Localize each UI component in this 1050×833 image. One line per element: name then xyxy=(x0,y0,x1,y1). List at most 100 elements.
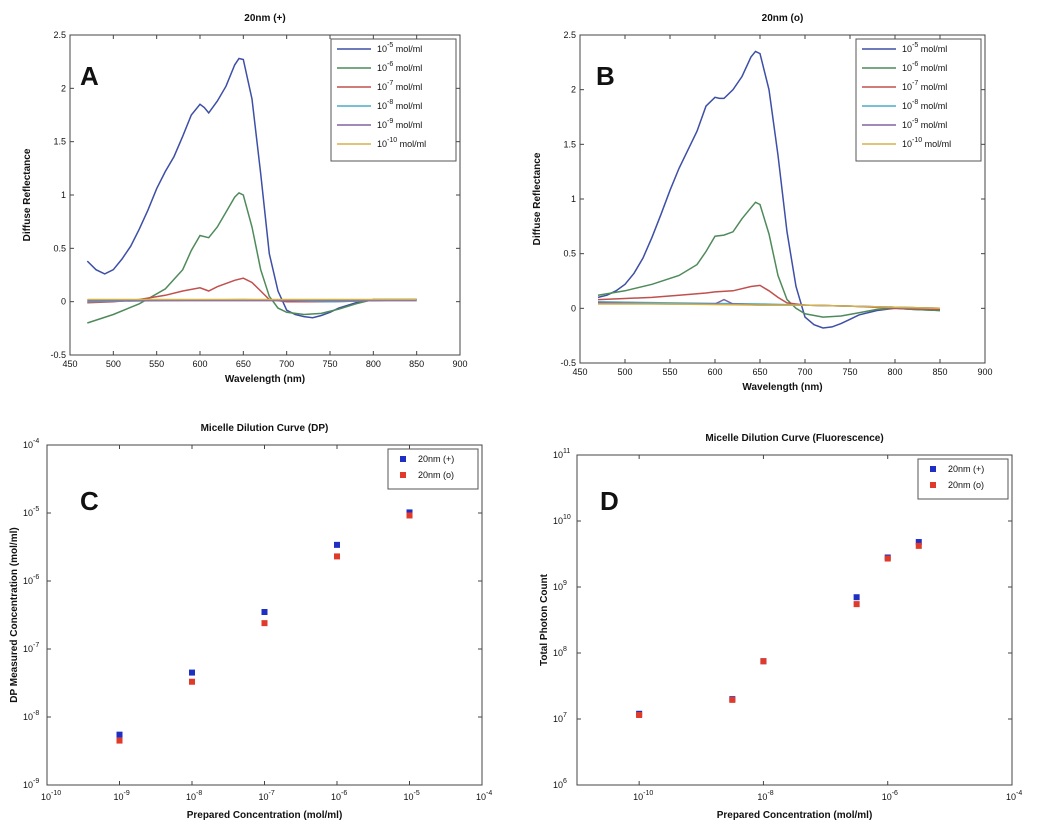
data-point xyxy=(760,658,767,665)
x-tick-label: 850 xyxy=(409,359,424,369)
y-tick-label: 10-4 xyxy=(23,438,39,450)
y-tick-label: 2 xyxy=(571,85,576,95)
x-axis-label: Wavelength (nm) xyxy=(742,382,822,393)
x-tick-label: 10-4 xyxy=(476,790,492,802)
y-axis-label: Total Photon Count xyxy=(539,573,550,666)
chart-title: 20nm (+) xyxy=(244,13,285,24)
legend-swatch xyxy=(930,482,936,488)
legend-entry: 10-6 mol/ml xyxy=(377,61,422,73)
y-tick-label: 1 xyxy=(61,190,66,200)
x-tick-label: 550 xyxy=(662,367,677,377)
x-tick-label: 10-4 xyxy=(1006,790,1022,802)
data-point xyxy=(406,512,413,519)
series-line xyxy=(87,191,417,324)
chart-b: 450 500 550 600 650 700 750 800 850 900 -0.5 0 0.5 1 1… xyxy=(532,13,993,393)
x-tick-label: 800 xyxy=(887,367,902,377)
chart-d: 10-10 10-8 10-6 10-4 106 107 108 109 1010 1011 Mic… xyxy=(539,433,1022,821)
x-tick-label: 10-10 xyxy=(41,790,61,802)
series-line xyxy=(597,201,941,318)
panel-label: A xyxy=(80,61,99,91)
y-tick-label: 0 xyxy=(571,303,576,313)
data-point xyxy=(334,541,340,548)
legend-entry: 10-7 mol/ml xyxy=(377,80,422,92)
x-tick-label: 10-9 xyxy=(114,790,130,802)
y-tick-label: 0.5 xyxy=(563,249,576,259)
panel-label: C xyxy=(80,486,99,516)
chart-title: Micelle Dilution Curve (DP) xyxy=(201,423,329,434)
x-tick-label: 700 xyxy=(797,367,812,377)
data-point xyxy=(189,669,195,676)
legend-entry: 10-9 mol/ml xyxy=(902,118,947,130)
x-tick-label: 900 xyxy=(452,359,467,369)
y-tick-label: 1 xyxy=(571,194,576,204)
x-axis-label: Prepared Concentration (mol/ml) xyxy=(717,810,873,821)
x-tick-label: 450 xyxy=(62,359,77,369)
y-tick-label: 0 xyxy=(61,297,66,307)
x-tick-label: 800 xyxy=(366,359,381,369)
y-tick-label: 106 xyxy=(553,778,567,790)
legend-entry: 10-5 mol/ml xyxy=(902,42,947,54)
legend-entry: 10-8 mol/ml xyxy=(902,99,947,111)
legend-entry: 10-9 mol/ml xyxy=(377,118,422,130)
y-axis-label: DP Measured Concentration (mol/ml) xyxy=(9,527,20,702)
y-tick-label: 109 xyxy=(553,580,567,592)
series-line xyxy=(597,50,941,329)
legend-box xyxy=(917,458,1009,500)
y-tick-label: 10-7 xyxy=(23,642,39,654)
y-tick-label: 2 xyxy=(61,83,66,93)
x-tick-label: 650 xyxy=(236,359,251,369)
data-point xyxy=(884,555,891,562)
series-line xyxy=(598,303,941,310)
y-tick-label: 10-9 xyxy=(23,778,39,790)
legend-swatch xyxy=(400,472,406,478)
y-tick-label: 2.5 xyxy=(53,30,66,40)
x-tick-label: 650 xyxy=(752,367,767,377)
legend-entry: 20nm (+) xyxy=(418,454,454,464)
y-tick-label: 107 xyxy=(553,712,567,724)
x-tick-label: 10-10 xyxy=(633,790,653,802)
x-tick-label: 500 xyxy=(106,359,121,369)
y-tick-label: -0.5 xyxy=(50,350,66,360)
legend-entry: 10-6 mol/ml xyxy=(902,61,947,73)
data-point xyxy=(261,609,268,616)
x-axis-label: Wavelength (nm) xyxy=(225,374,305,385)
y-tick-label: 1011 xyxy=(553,448,570,460)
x-tick-label: 10-7 xyxy=(259,790,275,802)
chart-title: 20nm (o) xyxy=(762,13,804,24)
x-tick-label: 750 xyxy=(842,367,857,377)
legend-entry: 10-8 mol/ml xyxy=(377,99,422,111)
data-point xyxy=(915,539,922,546)
y-axis-label: Diffuse Reflectance xyxy=(22,148,33,241)
x-tick-label: 700 xyxy=(279,359,294,369)
y-tick-label: 1.5 xyxy=(563,139,576,149)
y-tick-label: 0.5 xyxy=(53,243,66,253)
series-line xyxy=(86,57,417,319)
data-point xyxy=(261,620,268,627)
y-tick-label: 1.5 xyxy=(53,137,66,147)
panel-label: B xyxy=(596,61,615,91)
legend-entry: 10-7 mol/ml xyxy=(902,80,947,92)
x-tick-label: 10-8 xyxy=(186,790,202,802)
x-tick-label: 450 xyxy=(572,367,587,377)
y-axis-label: Diffuse Reflectance xyxy=(532,152,543,245)
x-axis-label: Prepared Concentration (mol/ml) xyxy=(187,810,343,821)
x-tick-label: 600 xyxy=(707,367,722,377)
chart-c: 10-10 10-9 10-8 10-7 10-6 10-5 10-410-910-810-… xyxy=(9,423,492,821)
y-tick-label: -0.5 xyxy=(560,358,576,368)
data-point xyxy=(116,737,123,744)
legend-box xyxy=(855,38,982,162)
legend-swatch xyxy=(930,466,936,472)
legend-swatch xyxy=(400,456,406,462)
data-point xyxy=(636,711,643,718)
data-point xyxy=(853,594,860,601)
legend-entry: 10-10 mol/ml xyxy=(377,137,426,149)
x-tick-label: 550 xyxy=(149,359,164,369)
chart-title: Micelle Dilution Curve (Fluorescence) xyxy=(705,433,883,444)
data-point xyxy=(406,509,413,516)
data-point xyxy=(915,542,922,549)
data-point xyxy=(116,731,123,738)
x-tick-label: 500 xyxy=(617,367,632,377)
x-tick-label: 850 xyxy=(932,367,947,377)
x-tick-label: 600 xyxy=(192,359,207,369)
